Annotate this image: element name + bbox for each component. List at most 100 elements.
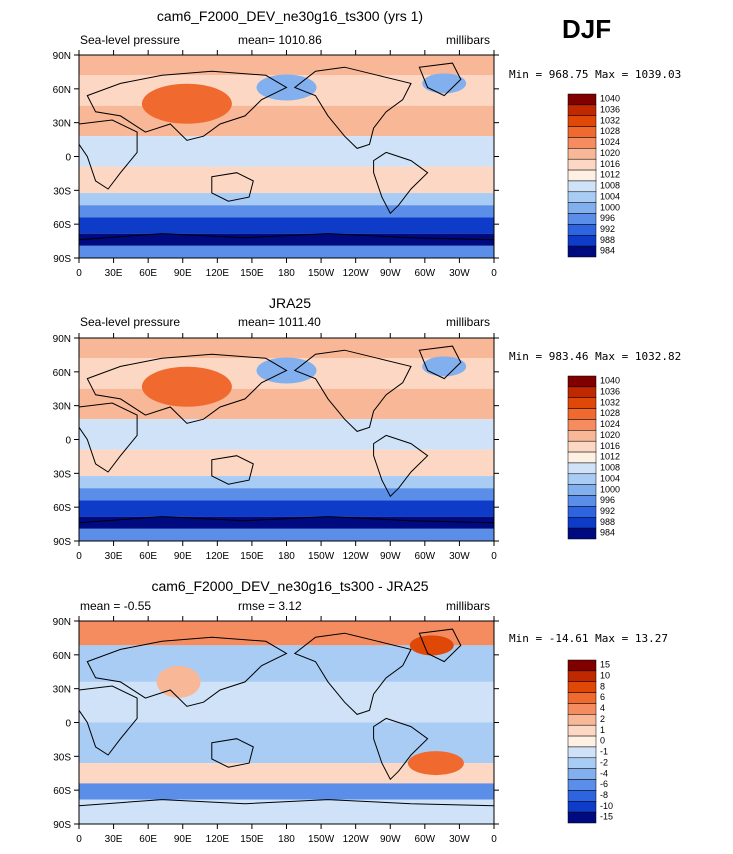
lon-label: 150E bbox=[240, 268, 264, 279]
colorbar-label: 1028 bbox=[600, 408, 620, 418]
lon-label: 0 bbox=[76, 834, 82, 845]
colorbar-label: 988 bbox=[600, 517, 615, 527]
field-band bbox=[79, 783, 494, 800]
colorbar-label: 8 bbox=[600, 681, 605, 691]
colorbar-label: 1000 bbox=[600, 202, 620, 212]
field-band bbox=[79, 681, 494, 723]
coastline bbox=[373, 717, 429, 781]
coastline bbox=[211, 738, 254, 768]
colorbar-label: 984 bbox=[600, 528, 615, 538]
icelandic-low bbox=[422, 356, 467, 377]
lon-label: 60W bbox=[415, 834, 436, 845]
icelandic-low bbox=[422, 73, 467, 94]
colorbar-label: 1008 bbox=[600, 463, 620, 473]
colorbar-label: 2 bbox=[600, 714, 605, 724]
colorbar-swatch bbox=[567, 517, 597, 529]
colorbar-label: 1020 bbox=[600, 148, 620, 158]
panel-3-title: cam6_F2000_DEV_ne30g16_ts300 - JRA25 bbox=[151, 578, 429, 594]
colorbar-swatch bbox=[567, 670, 597, 682]
coastline bbox=[418, 628, 462, 663]
colorbar-swatch bbox=[567, 692, 597, 704]
colorbar-swatch bbox=[567, 768, 597, 780]
colorbar-label: 1016 bbox=[600, 159, 620, 169]
colorbar-label: 1012 bbox=[600, 170, 620, 180]
lon-label: 150E bbox=[240, 551, 264, 562]
lon-label: 180 bbox=[278, 551, 295, 562]
lat-label: 60N bbox=[53, 368, 71, 379]
colorbar-swatch bbox=[567, 681, 597, 693]
colorbar-label: 1004 bbox=[600, 191, 620, 201]
season-label: DJF bbox=[562, 14, 612, 44]
colorbar-swatch bbox=[567, 746, 597, 759]
lon-label: 150W bbox=[308, 834, 335, 845]
lat-label: 30S bbox=[53, 752, 71, 763]
field-band bbox=[79, 449, 494, 477]
field-band bbox=[79, 217, 494, 234]
coastline bbox=[418, 345, 462, 380]
coastline bbox=[86, 353, 288, 424]
lon-label: 30E bbox=[105, 268, 123, 279]
colorbar-label: 1 bbox=[600, 725, 605, 735]
panel-1-minmax: Min = 968.75 Max = 1039.03 bbox=[509, 68, 682, 81]
lat-label: 30N bbox=[53, 119, 71, 130]
lat-label: 0 bbox=[65, 719, 71, 730]
lon-label: 60E bbox=[139, 268, 157, 279]
lat-label: 30N bbox=[53, 685, 71, 696]
coastline bbox=[418, 62, 462, 97]
colorbar-label: 992 bbox=[600, 224, 615, 234]
colorbar-swatch bbox=[567, 473, 597, 485]
panel-3-minmax: Min = -14.61 Max = 13.27 bbox=[509, 632, 668, 645]
field-band bbox=[79, 338, 494, 359]
lon-label: 120E bbox=[206, 551, 230, 562]
field-band bbox=[79, 388, 494, 420]
lon-label: 90E bbox=[174, 268, 192, 279]
lon-label: 30W bbox=[449, 268, 470, 279]
coastline bbox=[211, 172, 254, 202]
colorbar-label: 1020 bbox=[600, 430, 620, 440]
lat-label: 0 bbox=[65, 436, 71, 447]
field-band bbox=[79, 105, 494, 137]
lon-label: 90W bbox=[380, 834, 401, 845]
panel-1-title: cam6_F2000_DEV_ne30g16_ts300 (yrs 1) bbox=[156, 8, 424, 24]
field-band bbox=[79, 799, 494, 824]
field-band bbox=[79, 476, 494, 489]
colorbar-swatch bbox=[567, 158, 597, 171]
colorbar-label: -15 bbox=[600, 812, 613, 822]
colorbar-swatch bbox=[567, 451, 597, 464]
panel-2-left-label: Sea-level pressure bbox=[80, 315, 181, 329]
colorbar-label: 1032 bbox=[600, 115, 620, 125]
field-band bbox=[79, 166, 494, 194]
colorbar-swatch bbox=[567, 440, 597, 453]
colorbar-label: 1036 bbox=[600, 386, 620, 396]
field-band bbox=[79, 488, 494, 501]
coastline bbox=[211, 455, 254, 485]
panel-1-center-label: mean= 1010.86 bbox=[238, 33, 322, 47]
colorbar-label: 1004 bbox=[600, 473, 620, 483]
panel-1-left-label: Sea-level pressure bbox=[80, 33, 181, 47]
lon-label: 0 bbox=[76, 268, 82, 279]
coastline bbox=[78, 685, 138, 756]
colorbar-label: 1024 bbox=[600, 137, 620, 147]
colorbar-label: 1040 bbox=[600, 376, 620, 386]
colorbar-label: 996 bbox=[600, 213, 615, 223]
coastline bbox=[373, 151, 429, 215]
tibet-anomaly bbox=[156, 665, 201, 698]
colorbar-label: 1036 bbox=[600, 104, 620, 114]
colorbar-swatch bbox=[567, 375, 597, 388]
colorbar-swatch bbox=[567, 735, 597, 748]
colorbar-swatch bbox=[567, 148, 597, 160]
colorbar-label: 1000 bbox=[600, 484, 620, 494]
lon-label: 150W bbox=[308, 551, 335, 562]
coastline bbox=[86, 636, 288, 707]
colorbar-swatch bbox=[567, 224, 597, 236]
colorbar-label: -4 bbox=[600, 768, 608, 778]
colorbar-swatch bbox=[567, 484, 597, 496]
colorbar-label: -6 bbox=[600, 779, 608, 789]
panel-3-left-label: mean = -0.55 bbox=[80, 599, 152, 613]
lon-label: 60W bbox=[415, 268, 436, 279]
colorbar-label: 1028 bbox=[600, 126, 620, 136]
lon-label: 120W bbox=[343, 551, 370, 562]
lon-label: 90W bbox=[380, 551, 401, 562]
colorbar-swatch bbox=[567, 419, 597, 431]
lat-label: 30S bbox=[53, 186, 71, 197]
